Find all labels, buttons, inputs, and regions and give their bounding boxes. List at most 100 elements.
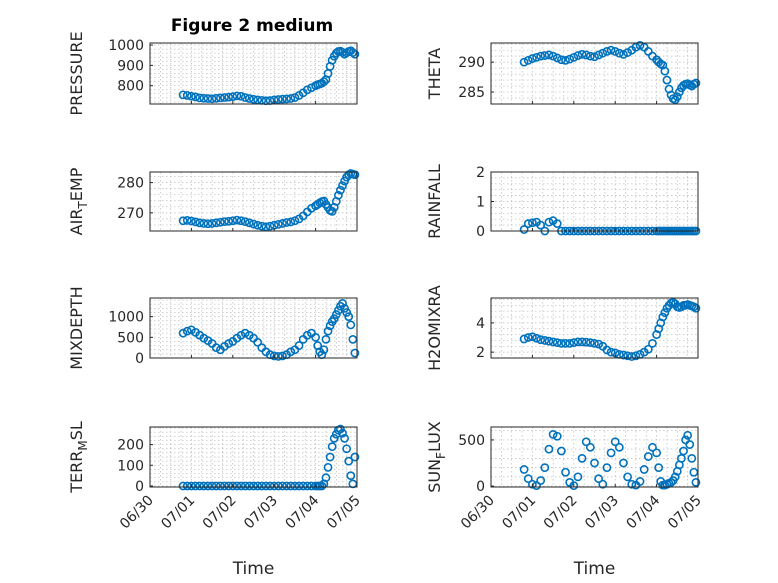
data-point (540, 336, 550, 345)
data-point (319, 345, 329, 355)
data-point (244, 94, 254, 103)
data-point (331, 310, 341, 319)
data-point (273, 351, 283, 361)
x-tick-label: 06/30 (458, 493, 498, 533)
data-point (265, 481, 275, 491)
data-point (186, 216, 196, 226)
data-point (338, 47, 347, 57)
data-point (325, 452, 335, 462)
data-point (614, 48, 624, 58)
data-point (606, 347, 616, 357)
data-point (244, 481, 254, 491)
data-point (561, 338, 570, 348)
data-point (240, 93, 250, 102)
data-point (323, 326, 333, 336)
data-point (191, 481, 200, 491)
y-tick-label: 1000 (108, 310, 144, 326)
data-point (519, 57, 529, 67)
data-point (585, 51, 595, 61)
y-tick-label: 285 (458, 85, 485, 101)
data-point (569, 481, 579, 491)
data-point (215, 217, 225, 227)
data-point (635, 40, 645, 50)
x-axis-label: Time (232, 559, 275, 579)
data-point (631, 351, 641, 361)
data-point (278, 351, 287, 361)
y-tick-label: 100 (117, 458, 144, 474)
axes-frame (149, 426, 358, 488)
data-point (679, 446, 688, 456)
data-point (598, 48, 608, 58)
x-tick-label: 07/05 (665, 493, 705, 533)
data-point (186, 91, 196, 101)
data-point (544, 50, 554, 60)
y-tick-label: 500 (458, 433, 485, 449)
x-tick-label: 07/04 (624, 492, 664, 532)
y-tick-label: 0 (135, 351, 144, 367)
data-point (311, 332, 320, 342)
data-point (329, 433, 339, 443)
data-point (672, 92, 682, 102)
data-point (348, 479, 358, 489)
data-point (257, 221, 267, 231)
data-point (207, 481, 217, 491)
data-point (333, 190, 343, 200)
data-point (581, 437, 591, 447)
data-point (338, 428, 347, 438)
data-point (286, 94, 296, 103)
data-point (691, 303, 701, 313)
data-point (536, 476, 546, 485)
axes-frame (490, 426, 699, 488)
data-point (232, 481, 242, 491)
data-point (610, 437, 620, 447)
data-point (203, 219, 213, 229)
data-point (244, 218, 254, 228)
data-point (211, 481, 221, 491)
data-point (228, 481, 238, 491)
data-point (331, 48, 341, 58)
data-point (232, 91, 242, 101)
data-point (581, 337, 591, 347)
subplot-air-temp: 270 280 AIRTEMP (67, 167, 360, 235)
data-point (660, 308, 670, 318)
x-tick-label: 07/03 (241, 493, 281, 533)
data-point (590, 458, 599, 468)
data-point (224, 92, 234, 102)
data-point (232, 215, 242, 225)
y-axis-label: THETA (425, 48, 444, 100)
data-point (265, 221, 275, 231)
data-point (199, 93, 209, 103)
x-tick-label: 06/30 (117, 493, 157, 533)
data-point (215, 481, 225, 491)
data-point (186, 481, 196, 491)
data-point (191, 92, 200, 102)
data-point (228, 92, 238, 102)
data-point (631, 42, 641, 52)
data-point (336, 185, 345, 195)
data-point (350, 170, 360, 180)
x-tick-label: 07/01 (499, 493, 539, 533)
x-tick-label: 07/01 (158, 493, 198, 533)
data-point (565, 54, 575, 64)
data-point (278, 94, 287, 104)
data-point (536, 335, 546, 345)
y-axis-label: PRESSURE (67, 31, 86, 115)
data-point (552, 431, 562, 441)
data-point (336, 424, 345, 434)
data-point (346, 471, 356, 481)
data-point (536, 220, 546, 230)
data-point (253, 481, 263, 491)
x-tick-label: 07/05 (324, 493, 364, 533)
y-tick-label: 0 (476, 479, 485, 495)
data-point (302, 330, 312, 340)
data-point (224, 216, 234, 226)
data-point (207, 94, 217, 104)
x-tick-label: 07/04 (283, 492, 323, 532)
data-point (286, 347, 296, 357)
y-tick-label: 2 (476, 165, 485, 181)
data-point (552, 53, 562, 63)
data-point (346, 320, 356, 330)
data-point (236, 481, 246, 491)
data-point (278, 219, 287, 228)
data-point (523, 55, 533, 65)
